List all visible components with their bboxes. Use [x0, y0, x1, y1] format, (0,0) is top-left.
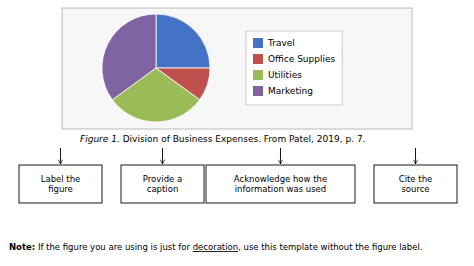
legend-frame [246, 31, 342, 105]
annotation-line: caption [147, 184, 179, 194]
annotation-line: Cite the [399, 174, 433, 184]
legend-label: Marketing [268, 86, 313, 96]
annotation-box [206, 165, 355, 203]
note-part: , use this template without the figure l… [238, 242, 422, 252]
legend: Travel Office Supplies Utilities Marketing [246, 31, 342, 105]
arrow [60, 148, 61, 164]
note: Note: If the figure you are using is jus… [9, 242, 423, 252]
note-part: decoration [193, 242, 238, 252]
annotation-line: information was used [235, 184, 327, 194]
arrow [162, 148, 163, 164]
note-part: Note: [9, 242, 35, 252]
legend-swatch [253, 86, 263, 96]
arrow [280, 148, 281, 164]
annotation-text: Acknowledge how theinformation was used [234, 174, 327, 195]
annotation-box [19, 165, 102, 203]
caption-label: Figure 1. [80, 134, 120, 144]
caption-text: Division of Business Expenses. From Pate… [120, 134, 366, 144]
chart-panel [62, 8, 412, 129]
legend-item: Travel [253, 38, 295, 48]
caption: Figure 1. Division of Business Expenses.… [80, 134, 365, 144]
annotation-line: Acknowledge how the [234, 174, 327, 184]
pie-slice [102, 14, 156, 100]
arrow [415, 148, 416, 164]
legend-label: Utilities [268, 70, 302, 80]
legend-label: Travel [267, 38, 295, 48]
figure: Travel Office Supplies Utilities Marketing F… [0, 0, 474, 266]
annotation-text: Label thefigure [41, 174, 81, 195]
legend-item: Marketing [253, 86, 313, 96]
legend-swatch [253, 54, 263, 64]
note-part: If the figure you are using is just for [35, 242, 192, 252]
annotation-text: Provide acaption [143, 174, 182, 195]
annotation-line: Provide a [143, 174, 182, 184]
legend-swatch [253, 70, 263, 80]
legend-swatch [253, 38, 263, 48]
annotation-line: Label the [41, 174, 81, 184]
annotation-box [121, 165, 204, 203]
legend-item: Office Supplies [253, 54, 336, 64]
pie [102, 14, 210, 122]
annotation-text: Cite thesource [399, 174, 433, 195]
legend-label: Office Supplies [268, 54, 336, 64]
legend-item: Utilities [253, 70, 302, 80]
pie-slice [156, 14, 210, 68]
annotation-box [374, 165, 457, 203]
annotation-line: figure [48, 184, 73, 194]
annotation-line: source [401, 184, 429, 194]
